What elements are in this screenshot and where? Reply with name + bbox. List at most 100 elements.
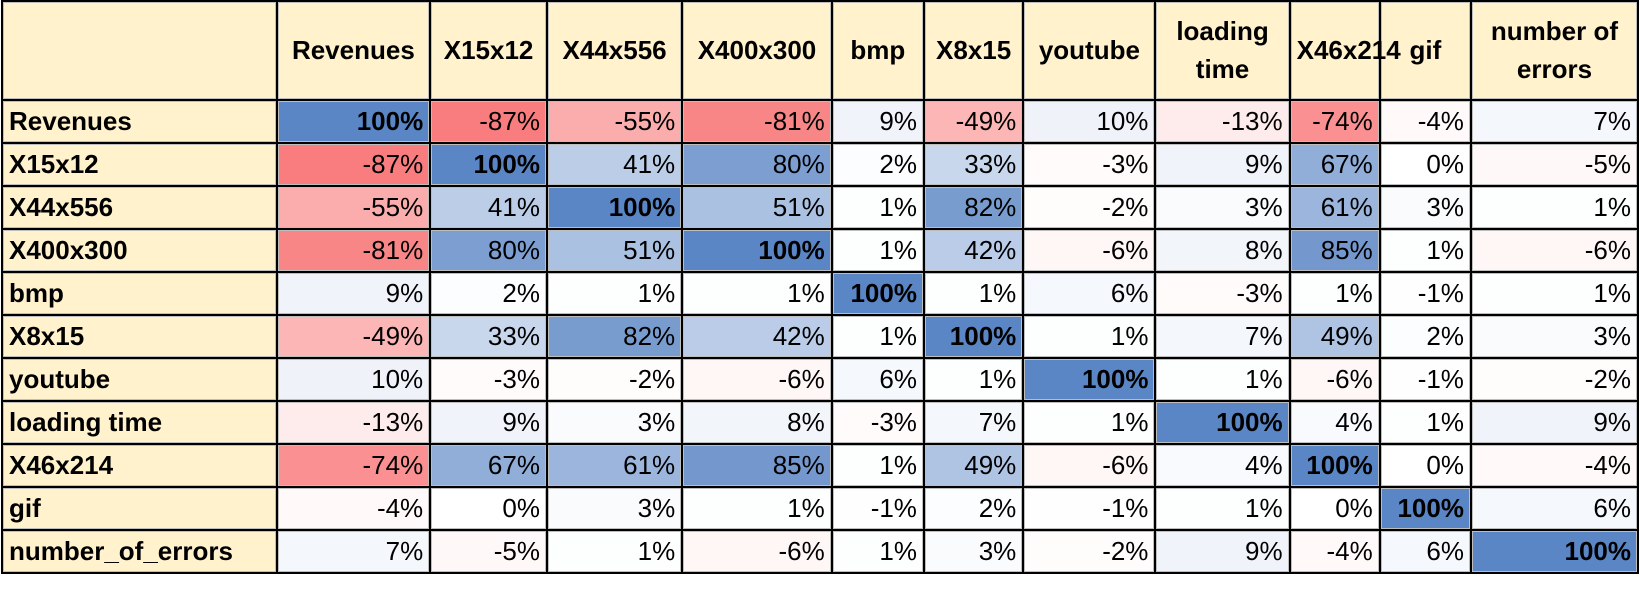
heatmap-cell: -5% xyxy=(429,529,548,574)
heatmap-cell: -6% xyxy=(681,529,833,574)
heatmap-cell: -6% xyxy=(1288,357,1381,402)
heatmap-cell: 100% xyxy=(830,271,925,316)
matrix-row-revenues: Revenues 100% -87% -55% -81% 9% -49% 10% -13% -74… xyxy=(1,99,1640,144)
column-header-x15x12: X15x12 xyxy=(429,0,548,101)
heatmap-cell: 1% xyxy=(830,185,925,230)
heatmap-cell: -3% xyxy=(1154,271,1291,316)
row-header-revenues: Revenues xyxy=(1,99,278,144)
heatmap-cell: 1% xyxy=(545,529,684,574)
column-header-gif: gif xyxy=(1378,0,1472,101)
column-header-bmp: bmp xyxy=(830,0,925,101)
matrix-row-x46x214: X46x214 -74% 67% 61% 85% 1% 49% -6% 4% 100% 0% -4% xyxy=(1,443,1640,488)
heatmap-cell: 41% xyxy=(429,185,548,230)
heatmap-cell: 6% xyxy=(1469,486,1640,531)
column-header-x8x15: X8x15 xyxy=(922,0,1025,101)
heatmap-cell: 82% xyxy=(922,185,1025,230)
heatmap-cell: -74% xyxy=(275,443,432,488)
heatmap-cell: 10% xyxy=(1022,99,1157,144)
heatmap-cell: 1% xyxy=(830,529,925,574)
heatmap-cell: 82% xyxy=(545,314,684,359)
heatmap-cell: 85% xyxy=(1288,228,1381,273)
heatmap-cell: 1% xyxy=(1154,486,1291,531)
heatmap-cell: -2% xyxy=(1469,357,1640,402)
column-header-revenues: Revenues xyxy=(275,0,432,101)
column-header-loading-time: loading time xyxy=(1154,0,1291,101)
heatmap-cell: -13% xyxy=(1154,99,1291,144)
heatmap-cell: 0% xyxy=(1378,443,1472,488)
heatmap-cell: 1% xyxy=(1288,271,1381,316)
heatmap-cell: -4% xyxy=(275,486,432,531)
heatmap-cell: 100% xyxy=(1469,529,1640,574)
heatmap-cell: 51% xyxy=(545,228,684,273)
heatmap-cell: 7% xyxy=(1154,314,1291,359)
heatmap-cell: 100% xyxy=(922,314,1025,359)
heatmap-cell: 100% xyxy=(1154,400,1291,445)
row-header-x8x15: X8x15 xyxy=(1,314,278,359)
heatmap-cell: 61% xyxy=(1288,185,1381,230)
row-header-x400x300: X400x300 xyxy=(1,228,278,273)
column-header-row-group: Revenues X15x12 X44x556 X400x300 bmp X8x15 you… xyxy=(1,0,1640,101)
heatmap-cell: -2% xyxy=(1022,529,1157,574)
heatmap-cell: 0% xyxy=(1288,486,1381,531)
heatmap-cell: -4% xyxy=(1288,529,1381,574)
heatmap-cell: 1% xyxy=(1378,400,1472,445)
heatmap-cell: -4% xyxy=(1469,443,1640,488)
heatmap-cell: -6% xyxy=(1022,228,1157,273)
heatmap-cell: 1% xyxy=(1378,228,1472,273)
heatmap-cell: 3% xyxy=(1469,314,1640,359)
heatmap-cell: 1% xyxy=(1469,271,1640,316)
heatmap-cell: 41% xyxy=(545,142,684,187)
heatmap-cell: -1% xyxy=(1378,357,1472,402)
row-header-gif: gif xyxy=(1,486,278,531)
heatmap-cell: 100% xyxy=(1022,357,1157,402)
heatmap-cell: -2% xyxy=(1022,185,1157,230)
row-header-x44x556: X44x556 xyxy=(1,185,278,230)
heatmap-cell: 85% xyxy=(681,443,833,488)
heatmap-cell: 3% xyxy=(1378,185,1472,230)
row-header-youtube: youtube xyxy=(1,357,278,402)
heatmap-cell: -87% xyxy=(429,99,548,144)
heatmap-cell: 100% xyxy=(681,228,833,273)
heatmap-cell: -6% xyxy=(681,357,833,402)
heatmap-cell: 1% xyxy=(922,271,1025,316)
heatmap-cell: -13% xyxy=(275,400,432,445)
heatmap-cell: 61% xyxy=(545,443,684,488)
row-header-bmp: bmp xyxy=(1,271,278,316)
matrix-row-bmp: bmp 9% 2% 1% 1% 100% 1% 6% -3% 1% -1% 1% xyxy=(1,271,1640,316)
heatmap-cell: 0% xyxy=(429,486,548,531)
correlation-matrix-table: Revenues X15x12 X44x556 X400x300 bmp X8x15 you… xyxy=(1,0,1640,574)
heatmap-cell: 80% xyxy=(681,142,833,187)
heatmap-cell: -3% xyxy=(429,357,548,402)
heatmap-cell: 1% xyxy=(1154,357,1291,402)
column-header-x46x214: X46x214 xyxy=(1288,0,1401,101)
heatmap-cell: 7% xyxy=(1469,99,1640,144)
heatmap-cell: 1% xyxy=(1469,185,1640,230)
heatmap-cell: 49% xyxy=(1288,314,1381,359)
heatmap-cell: 100% xyxy=(275,99,432,144)
heatmap-cell: 33% xyxy=(429,314,548,359)
heatmap-cell: -55% xyxy=(275,185,432,230)
row-header-x15x12: X15x12 xyxy=(1,142,278,187)
matrix-row-youtube: youtube 10% -3% -2% -6% 6% 1% 100% 1% -6% -1% -2% xyxy=(1,357,1640,402)
heatmap-cell: -4% xyxy=(1378,99,1472,144)
heatmap-cell: 100% xyxy=(429,142,548,187)
row-header-loading-time: loading time xyxy=(1,400,278,445)
row-header-x46x214: X46x214 xyxy=(1,443,278,488)
heatmap-cell: 1% xyxy=(1022,400,1157,445)
heatmap-cell: 9% xyxy=(1469,400,1640,445)
column-header-number-of-errors: number of errors xyxy=(1469,0,1640,101)
heatmap-cell: 3% xyxy=(545,400,684,445)
matrix-body: Revenues 100% -87% -55% -81% 9% -49% 10% -13% -74… xyxy=(1,99,1640,574)
heatmap-cell: 2% xyxy=(922,486,1025,531)
heatmap-cell: 1% xyxy=(545,271,684,316)
heatmap-cell: -74% xyxy=(1288,99,1381,144)
heatmap-cell: 1% xyxy=(681,486,833,531)
matrix-row-x400x300: X400x300 -81% 80% 51% 100% 1% 42% -6% 8% 85% 1% -6% xyxy=(1,228,1640,273)
heatmap-cell: 4% xyxy=(1288,400,1381,445)
heatmap-cell: 9% xyxy=(1154,529,1291,574)
heatmap-cell: 80% xyxy=(429,228,548,273)
heatmap-cell: 8% xyxy=(681,400,833,445)
heatmap-cell: 67% xyxy=(1288,142,1381,187)
heatmap-cell: 8% xyxy=(1154,228,1291,273)
heatmap-cell: -6% xyxy=(1022,443,1157,488)
